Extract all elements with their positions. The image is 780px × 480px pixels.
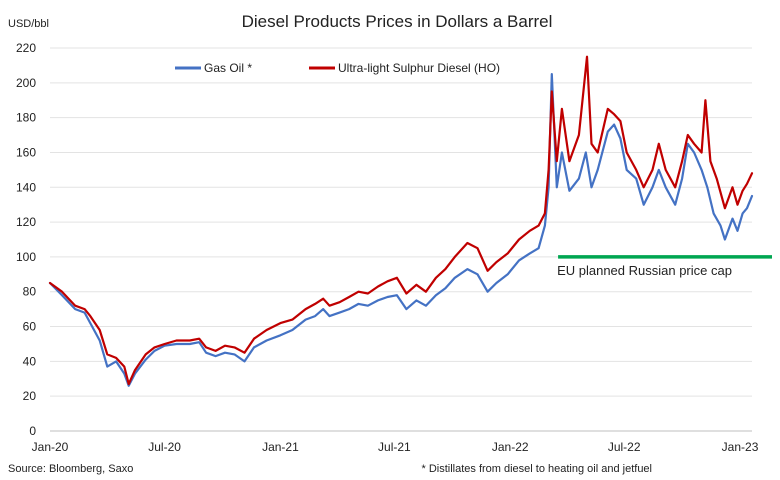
x-tick-label: Jan-22 xyxy=(492,440,529,454)
x-tick-label: Jul-22 xyxy=(608,440,641,454)
x-tick-label: Jul-20 xyxy=(148,440,181,454)
legend: Gas Oil * Ultra-light Sulphur Diesel (HO) xyxy=(175,61,500,75)
series-line-1 xyxy=(48,55,754,386)
y-tick-label: 20 xyxy=(23,389,37,403)
series-line-0 xyxy=(48,73,754,387)
y-axis-label: USD/bbl xyxy=(8,18,49,30)
y-tick-label: 140 xyxy=(16,180,36,194)
chart-title: Diesel Products Prices in Dollars a Barr… xyxy=(242,12,553,31)
y-tick-label: 100 xyxy=(16,250,36,264)
legend-label-1: Ultra-light Sulphur Diesel (HO) xyxy=(338,61,500,75)
y-tick-label: 80 xyxy=(23,285,37,299)
footnote: * Distillates from diesel to heating oil… xyxy=(421,463,652,475)
x-tick-label: Jan-21 xyxy=(262,440,299,454)
x-tick-label: Jan-20 xyxy=(32,440,69,454)
x-tick-label: Jan-23 xyxy=(722,440,759,454)
y-tick-label: 60 xyxy=(23,320,37,334)
y-tick-label: 120 xyxy=(16,215,36,229)
y-axis-ticks: 0 20 40 60 80 100 120 140 160 180 200 220 xyxy=(16,41,36,438)
y-tick-label: 180 xyxy=(16,111,36,125)
source-note: Source: Bloomberg, Saxo xyxy=(8,463,133,475)
x-tick-label: Jul-21 xyxy=(378,440,411,454)
y-tick-label: 160 xyxy=(16,145,36,159)
y-tick-label: 40 xyxy=(23,354,37,368)
y-tick-label: 220 xyxy=(16,41,36,55)
y-tick-label: 0 xyxy=(29,424,36,438)
reference-line-layer: EU planned Russian price cap xyxy=(557,255,772,278)
legend-label-0: Gas Oil * xyxy=(204,61,252,75)
y-tick-label: 200 xyxy=(16,76,36,90)
x-axis-ticks: Jan-20 Jul-20 Jan-21 Jul-21 Jan-22 Jul-22 Jan-… xyxy=(32,440,759,454)
gridlines xyxy=(50,47,752,397)
series-layer xyxy=(48,55,754,387)
price-cap-label: EU planned Russian price cap xyxy=(557,263,732,278)
